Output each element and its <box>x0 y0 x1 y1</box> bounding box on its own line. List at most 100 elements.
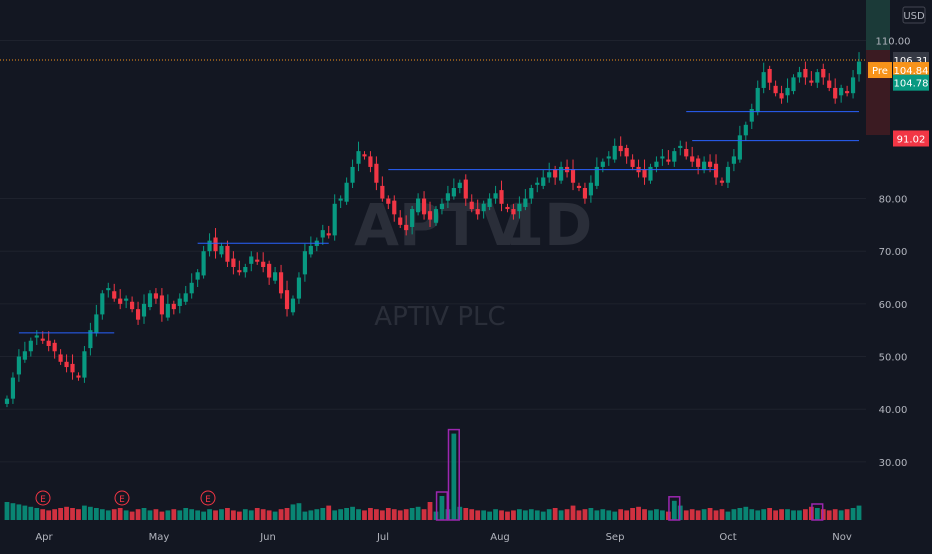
candle-body <box>302 251 307 275</box>
candle-body <box>410 209 415 227</box>
candle-body <box>815 72 820 83</box>
candle-body <box>94 314 99 334</box>
volume-bar <box>421 509 427 520</box>
candle-body <box>147 293 153 308</box>
volume-bar <box>153 509 159 520</box>
volume-bar <box>242 509 248 520</box>
x-month-label: May <box>149 532 170 543</box>
candle-body <box>749 109 754 122</box>
candle-body <box>231 258 236 267</box>
volume-bar <box>660 510 665 520</box>
candle-body <box>833 87 838 99</box>
volume-bar <box>64 506 69 520</box>
candle-body <box>505 206 510 210</box>
candle-body <box>839 87 844 96</box>
volume-bar <box>397 510 403 520</box>
volume-bar <box>379 510 385 520</box>
volume-bar <box>707 508 713 520</box>
candle-body <box>392 200 397 215</box>
candle-body <box>856 61 862 75</box>
candle-body <box>553 169 558 178</box>
earnings-marker <box>114 490 130 506</box>
volume-bar <box>576 510 582 520</box>
volume-bar <box>159 511 165 520</box>
volume-bar <box>534 510 540 520</box>
candle-body <box>207 240 212 252</box>
volume-bar <box>302 511 308 520</box>
candle-body <box>475 209 480 215</box>
candle-body <box>171 303 176 310</box>
volume-bar <box>320 508 326 520</box>
candle-body <box>707 161 713 167</box>
volume-bar <box>236 511 242 520</box>
candle-body <box>362 154 367 157</box>
candle-body <box>34 335 39 338</box>
candle-body <box>332 203 337 236</box>
volume-bar <box>838 510 844 520</box>
candle-body <box>660 156 665 159</box>
candle-body <box>559 166 564 181</box>
candle-body <box>451 188 456 197</box>
currency-button[interactable] <box>902 6 926 24</box>
volume-bar <box>356 509 361 520</box>
candle-body <box>445 193 450 201</box>
volume-bar <box>254 508 260 520</box>
candle-body <box>529 188 534 199</box>
candle-body <box>594 166 599 186</box>
volume-bar <box>93 508 99 520</box>
symbol-watermark: APTV 1D APTIV PLC <box>354 191 592 332</box>
volume-bar <box>207 509 212 520</box>
volume-highlight-box <box>811 503 824 521</box>
candle-body <box>380 185 385 199</box>
price-tag-bg <box>893 130 929 147</box>
volume-bar <box>826 510 832 520</box>
volume-bar <box>415 506 421 520</box>
candle-body <box>582 188 588 199</box>
volume-bar <box>403 509 409 520</box>
volume-bar <box>654 509 659 520</box>
price-tag-value: 106.31 <box>894 56 929 67</box>
candle-body <box>541 177 546 186</box>
candle-body <box>427 211 433 220</box>
volume-bar <box>850 508 856 520</box>
volume-bar <box>129 511 135 520</box>
volume-bar <box>761 509 767 520</box>
candle-body <box>713 163 719 178</box>
volume-bar <box>552 508 558 520</box>
candle-body <box>40 338 45 341</box>
candle-body <box>165 303 170 318</box>
volume-bar <box>22 505 28 520</box>
volume-bar <box>326 505 332 520</box>
candle-body <box>535 182 540 185</box>
x-month-label: Oct <box>719 532 736 543</box>
volume-bar <box>183 508 189 520</box>
candle-body <box>153 293 159 299</box>
price-tag-label: Pre <box>872 66 888 77</box>
price-axis-highlight <box>866 0 890 50</box>
candle-body <box>696 158 701 167</box>
candle-body <box>195 272 200 280</box>
candle-body <box>570 169 576 183</box>
volume-bar <box>88 506 93 520</box>
volume-bar <box>362 510 367 520</box>
volume-bar <box>260 509 266 520</box>
volume-bar <box>755 510 761 520</box>
candle-body <box>719 180 725 183</box>
candle-body <box>612 145 617 160</box>
volume-bar <box>499 510 504 520</box>
volume-bar <box>439 496 445 520</box>
x-month-label: Nov <box>832 532 852 543</box>
volume-bar <box>296 503 302 520</box>
volume-bar <box>314 509 320 520</box>
volume-bar <box>463 508 469 520</box>
volume-bar <box>147 510 153 520</box>
candle-body <box>588 182 593 196</box>
candle-body <box>398 217 403 225</box>
volume-bar <box>308 510 314 520</box>
candle-body <box>82 351 87 378</box>
x-month-label: Jul <box>376 532 389 543</box>
candle-body <box>267 263 272 278</box>
candle-body <box>576 185 582 188</box>
